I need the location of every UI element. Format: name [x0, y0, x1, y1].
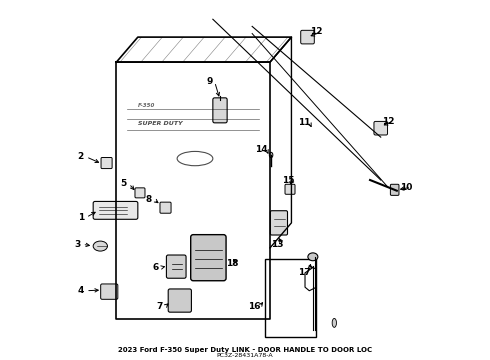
- Text: 3: 3: [74, 240, 80, 249]
- Text: F-350: F-350: [138, 103, 155, 108]
- FancyBboxPatch shape: [191, 235, 226, 281]
- FancyBboxPatch shape: [213, 98, 227, 123]
- FancyBboxPatch shape: [270, 211, 288, 235]
- FancyBboxPatch shape: [93, 202, 138, 219]
- Text: PC3Z-28431A78-A: PC3Z-28431A78-A: [217, 353, 273, 358]
- Text: 2023 Ford F-350 Super Duty LINK - DOOR HANDLE TO DOOR LOC: 2023 Ford F-350 Super Duty LINK - DOOR H…: [118, 347, 372, 353]
- Text: 15: 15: [282, 176, 294, 185]
- FancyBboxPatch shape: [135, 188, 145, 198]
- Ellipse shape: [270, 152, 273, 158]
- Text: 18: 18: [226, 260, 239, 269]
- FancyBboxPatch shape: [168, 289, 192, 312]
- FancyBboxPatch shape: [167, 255, 186, 278]
- Text: 12: 12: [382, 117, 394, 126]
- Text: 11: 11: [298, 118, 310, 127]
- Ellipse shape: [93, 241, 107, 251]
- Text: 1: 1: [77, 213, 84, 222]
- Ellipse shape: [308, 253, 318, 261]
- Text: 13: 13: [271, 240, 283, 249]
- Text: 2: 2: [77, 152, 84, 161]
- Text: 16: 16: [247, 302, 260, 311]
- Text: 14: 14: [255, 145, 268, 154]
- Bar: [265, 258, 317, 337]
- FancyBboxPatch shape: [160, 202, 171, 213]
- Text: 17: 17: [297, 268, 310, 277]
- Text: 9: 9: [206, 77, 213, 86]
- FancyBboxPatch shape: [285, 184, 295, 194]
- Text: 8: 8: [146, 195, 152, 204]
- Ellipse shape: [332, 319, 337, 327]
- Text: 5: 5: [121, 179, 127, 188]
- Text: 7: 7: [156, 302, 163, 311]
- Text: 10: 10: [399, 183, 412, 192]
- Text: 12: 12: [310, 27, 323, 36]
- Text: 4: 4: [77, 286, 84, 295]
- FancyBboxPatch shape: [391, 184, 399, 195]
- Text: SUPER DUTY: SUPER DUTY: [138, 121, 182, 126]
- FancyBboxPatch shape: [100, 284, 118, 299]
- Text: 6: 6: [152, 263, 159, 272]
- FancyBboxPatch shape: [101, 157, 112, 168]
- FancyBboxPatch shape: [301, 30, 314, 44]
- FancyBboxPatch shape: [374, 121, 388, 135]
